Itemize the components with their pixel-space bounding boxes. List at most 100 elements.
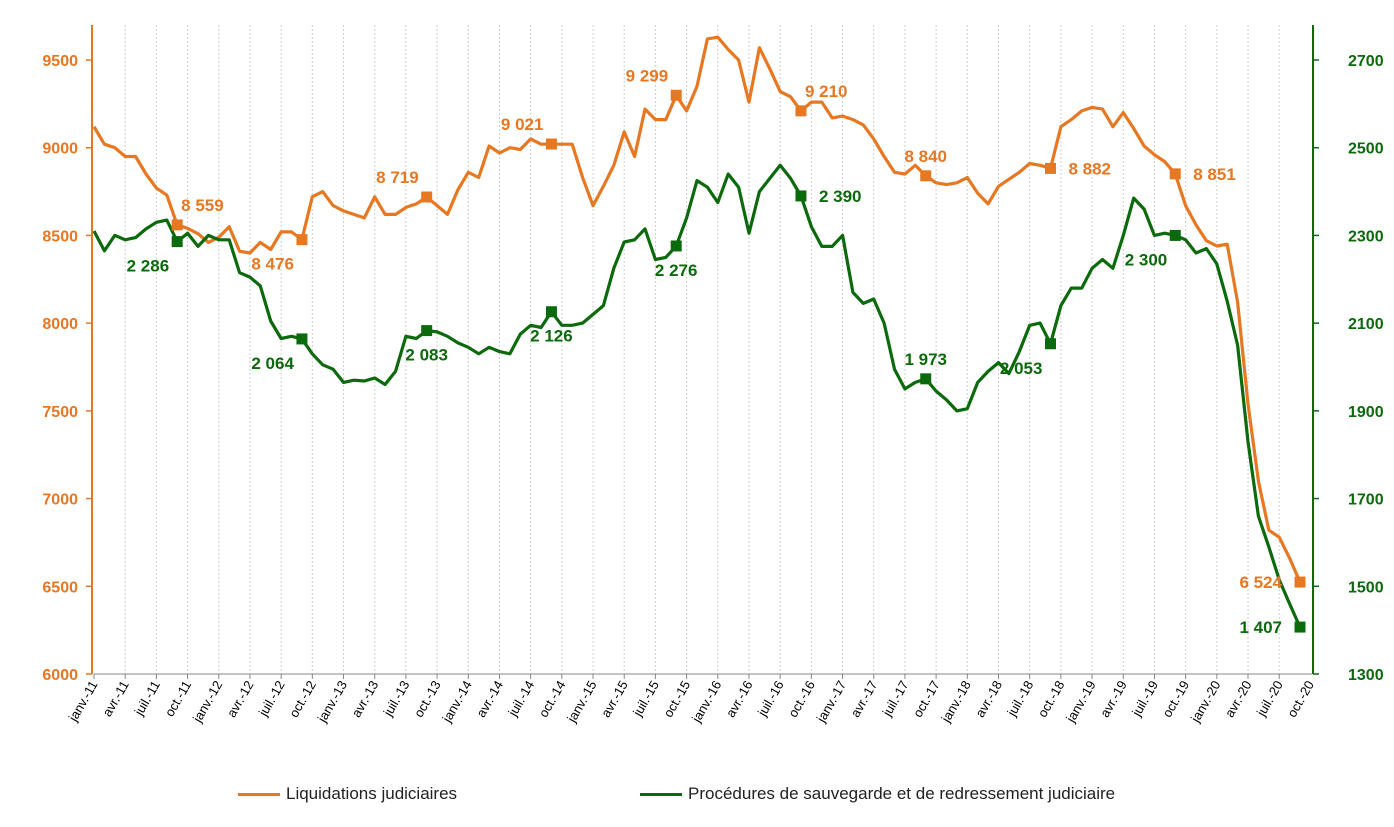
- data-point-marker: [171, 219, 183, 231]
- x-tick-label: juil.-13: [380, 678, 413, 720]
- data-label: 2 286: [127, 257, 170, 276]
- data-label: 2 083: [405, 346, 448, 365]
- x-tick-label: oct.-18: [1035, 678, 1068, 720]
- x-tick-label: avr.-16: [723, 678, 756, 720]
- x-tick-label: avr.-18: [972, 678, 1005, 720]
- data-label: 9 021: [501, 115, 544, 134]
- data-point-marker: [920, 170, 932, 182]
- data-label: 8 719: [376, 168, 419, 187]
- x-tick-label: avr.-15: [598, 678, 631, 720]
- data-label: 1 973: [904, 350, 947, 369]
- data-label: 2 276: [655, 261, 698, 280]
- x-tick-label: oct.-20: [1284, 678, 1317, 720]
- x-tick-label: avr.-17: [847, 678, 880, 720]
- data-point-marker: [1169, 168, 1181, 180]
- data-label: 2 064: [251, 354, 294, 373]
- data-point-marker: [296, 234, 308, 246]
- data-label: 8 882: [1068, 159, 1111, 178]
- x-tick-label: juil.-19: [1128, 678, 1161, 720]
- y-right-tick-label: 2100: [1348, 316, 1384, 333]
- x-tick-label: juil.-14: [505, 678, 538, 720]
- data-point-marker: [1044, 338, 1056, 350]
- data-label: 8 851: [1193, 165, 1236, 184]
- y-right-tick-label: 1300: [1348, 667, 1384, 684]
- x-tick-label: oct.-19: [1159, 678, 1192, 720]
- data-label: 6 524: [1239, 573, 1282, 592]
- data-point-marker: [1294, 576, 1306, 588]
- x-tick-label: janv.-12: [189, 678, 225, 726]
- y-left-tick-label: 9500: [42, 53, 78, 70]
- x-tick-label: juil.-20: [1253, 678, 1286, 720]
- x-tick-label: avr.-20: [1222, 678, 1255, 720]
- data-point-marker: [920, 373, 932, 385]
- data-point-marker: [670, 89, 682, 101]
- x-tick-label: avr.-14: [473, 678, 506, 720]
- y-right-tick-label: 1700: [1348, 492, 1384, 509]
- data-point-marker: [421, 325, 433, 337]
- x-tick-label: oct.-11: [162, 678, 194, 719]
- x-tick-label: avr.-11: [99, 678, 131, 719]
- data-point-marker: [795, 105, 807, 117]
- x-tick-label: avr.-19: [1097, 678, 1130, 720]
- data-label: 2 126: [530, 327, 573, 346]
- series-line-liquidations: [92, 35, 1302, 583]
- data-label: 2 300: [1125, 250, 1168, 269]
- y-right-tick-label: 2300: [1348, 228, 1384, 245]
- x-tick-label: juil.-11: [131, 678, 163, 719]
- legend-item-liquidations: Liquidations judiciaires: [238, 784, 457, 804]
- x-tick-label: janv.-19: [1063, 678, 1099, 726]
- x-tick-label: janv.-13: [314, 678, 350, 726]
- x-tick-label: juil.-18: [1004, 678, 1037, 720]
- data-point-marker: [545, 138, 557, 150]
- data-label: 1 407: [1239, 618, 1282, 637]
- x-tick-label: janv.-17: [813, 678, 849, 726]
- data-label: 2 053: [1000, 359, 1043, 378]
- x-tick-label: oct.-13: [411, 678, 444, 720]
- y-left-tick-label: 7000: [42, 492, 78, 509]
- x-tick-label: oct.-14: [536, 678, 569, 720]
- legend-label-liquidations: Liquidations judiciaires: [286, 784, 458, 803]
- data-label: 9 299: [626, 66, 669, 85]
- legend-label-procedures: Procédures de sauvegarde et de redressem…: [688, 784, 1116, 803]
- x-tick-label: oct.-16: [785, 678, 818, 720]
- x-tick-label: oct.-15: [660, 678, 693, 720]
- data-point-marker: [545, 306, 557, 318]
- y-left-tick-label: 8500: [42, 228, 78, 245]
- data-label: 9 210: [805, 82, 848, 101]
- y-right-tick-label: 1500: [1348, 579, 1384, 596]
- x-tick-label: janv.-15: [563, 678, 599, 726]
- y-left-tick-label: 7500: [42, 404, 78, 421]
- legend-swatch-procedures: [640, 792, 682, 796]
- y-left-tick-label: 6000: [42, 667, 78, 684]
- x-tick-label: janv.-14: [439, 678, 475, 726]
- series-line-procedures: [92, 163, 1302, 628]
- y-right-tick-label: 2500: [1348, 141, 1384, 158]
- x-tick-label: janv.-16: [688, 678, 724, 726]
- y-left-tick-label: 9000: [42, 141, 78, 158]
- data-point-marker: [795, 190, 807, 202]
- x-tick-label: janv.-11: [65, 678, 101, 725]
- x-tick-label: janv.-20: [1187, 678, 1223, 726]
- x-tick-label: avr.-13: [348, 678, 381, 720]
- y-left-tick-label: 6500: [42, 579, 78, 596]
- data-label: 8 476: [251, 255, 294, 274]
- x-tick-label: avr.-12: [224, 678, 257, 720]
- x-tick-label: janv.-18: [938, 678, 974, 726]
- data-point-marker: [296, 333, 308, 345]
- data-label: 8 559: [181, 196, 224, 215]
- x-tick-label: juil.-17: [879, 678, 912, 720]
- legend-swatch-liquidations: [238, 792, 280, 796]
- x-tick-label: juil.-15: [629, 678, 662, 720]
- x-tick-label: juil.-12: [255, 678, 288, 720]
- data-label: 8 840: [904, 147, 947, 166]
- x-tick-label: juil.-16: [754, 678, 787, 720]
- x-tick-label: oct.-12: [286, 678, 319, 720]
- data-point-marker: [1044, 162, 1056, 174]
- y-left-tick-label: 8000: [42, 316, 78, 333]
- data-point-marker: [670, 240, 682, 252]
- data-label: 2 390: [819, 187, 862, 206]
- data-point-marker: [421, 191, 433, 203]
- legend-item-procedures: Procédures de sauvegarde et de redressem…: [640, 784, 1115, 804]
